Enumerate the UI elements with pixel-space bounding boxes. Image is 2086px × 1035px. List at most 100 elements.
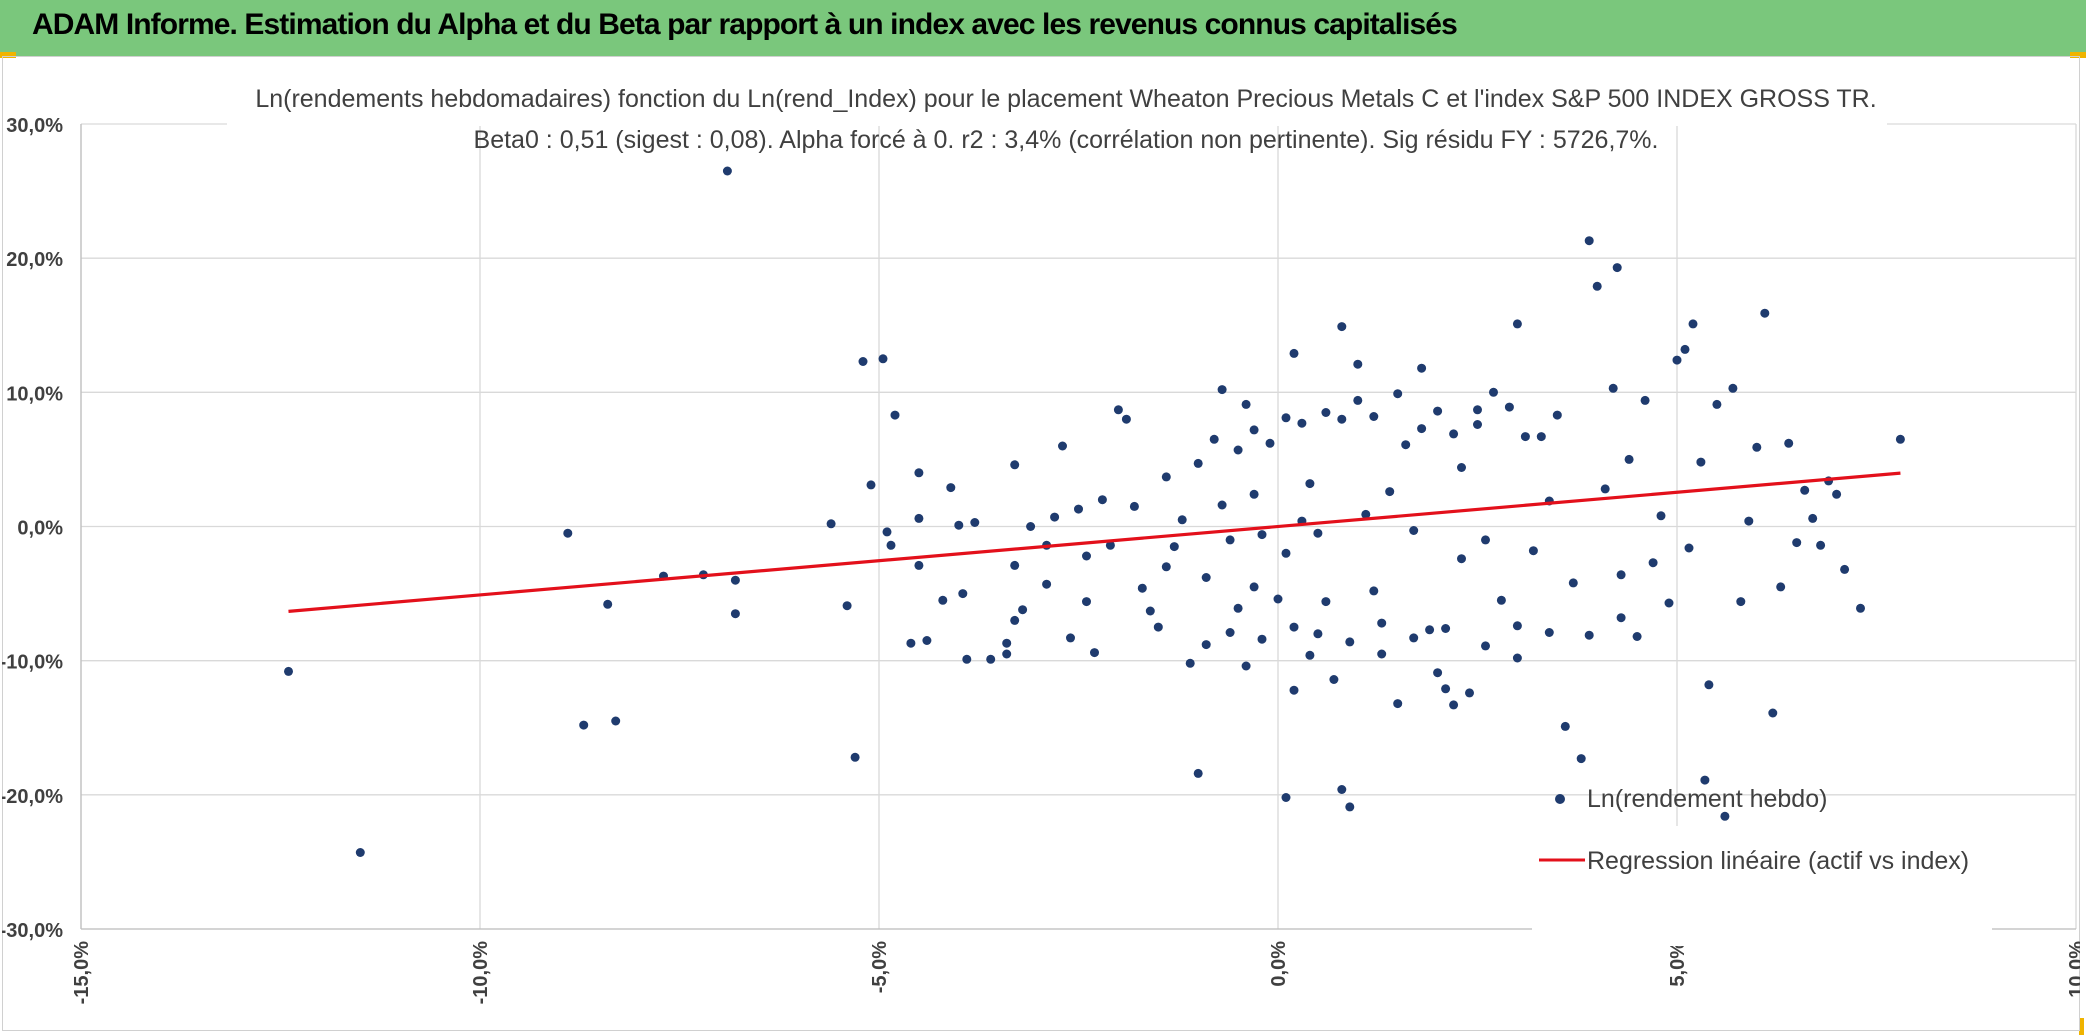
scatter-point	[563, 528, 573, 538]
legend-backdrop	[1532, 826, 1992, 946]
scatter-point	[1832, 489, 1842, 499]
scatter-point	[1289, 685, 1299, 695]
scatter-point	[1441, 624, 1451, 633]
scatter-point	[1768, 708, 1778, 718]
scatter-point	[1616, 613, 1626, 623]
scatter-point	[1409, 526, 1419, 535]
scatter-point	[1744, 516, 1754, 526]
scatter-point	[1369, 586, 1379, 596]
y-tick-label: -10,0%	[2, 652, 63, 674]
x-tick-label: -15,0%	[71, 941, 93, 1005]
scatter-point	[1361, 509, 1371, 519]
scatter-point	[1856, 603, 1865, 613]
scatter-point	[1305, 650, 1315, 660]
scatter-point	[355, 848, 365, 857]
y-tick-label: 30,0%	[6, 115, 63, 137]
corner-mark-top-left	[0, 52, 16, 58]
scatter-point	[1113, 405, 1123, 415]
legend-label-points: Ln(rendement hebdo)	[1587, 785, 1827, 813]
scatter-point	[1576, 754, 1586, 764]
chart-title-backdrop	[227, 76, 1887, 126]
scatter-point	[1209, 434, 1219, 444]
scatter-point	[1536, 432, 1546, 442]
scatter-point	[1010, 460, 1020, 470]
scatter-point	[1217, 500, 1227, 510]
scatter-point	[611, 716, 621, 726]
scatter-point	[1090, 648, 1099, 658]
scatter-point	[1800, 485, 1810, 495]
scatter-point	[1512, 653, 1522, 663]
scatter-point	[1760, 308, 1770, 318]
scatter-point	[1321, 408, 1331, 417]
scatter-point	[1481, 641, 1490, 651]
scatter-point	[914, 513, 924, 523]
scatter-point	[1784, 438, 1794, 448]
scatter-point	[1050, 512, 1060, 522]
scatter-point	[866, 480, 876, 490]
scatter-point	[1696, 457, 1706, 467]
scatter-point	[1289, 348, 1299, 358]
scatter-point	[906, 638, 916, 648]
scatter-point	[1105, 540, 1115, 550]
scatter-point	[1417, 363, 1427, 373]
corner-mark-top-right	[2070, 52, 2086, 58]
scatter-point	[1752, 442, 1762, 452]
scatter-point	[1137, 583, 1147, 593]
scatter-point	[1840, 564, 1850, 574]
scatter-point	[946, 483, 956, 493]
scatter-point	[1393, 389, 1403, 399]
scatter-point	[1425, 625, 1435, 635]
scatter-point	[1465, 688, 1474, 698]
scatter-point	[1353, 359, 1363, 369]
legend: Ln(rendement hebdo) Regression linéaire …	[1532, 785, 1992, 946]
scatter-point	[1010, 560, 1020, 570]
scatter-point	[1808, 513, 1818, 523]
scatter-point	[1201, 573, 1211, 582]
scatter-point	[1058, 441, 1067, 451]
scatter-point	[1313, 629, 1323, 639]
scatter-point	[1612, 263, 1622, 273]
y-tick-label: 20,0%	[6, 249, 63, 271]
scatter-point	[1736, 597, 1746, 607]
scatter-point	[1712, 399, 1722, 409]
scatter-point	[1193, 768, 1203, 778]
scatter-point	[1241, 399, 1251, 409]
scatter-point	[1249, 425, 1259, 435]
scatter-point	[1193, 458, 1203, 468]
scatter-point	[1026, 522, 1036, 531]
scatter-point	[1584, 236, 1594, 246]
report-banner: ADAM Informe. Estimation du Alpha et du …	[0, 0, 2086, 56]
scatter-point	[1129, 501, 1139, 511]
scatter-point	[954, 520, 964, 530]
scatter-point	[1776, 582, 1786, 592]
scatter-point	[1816, 540, 1826, 550]
scatter-point	[878, 354, 888, 364]
scatter-point	[938, 595, 948, 605]
scatter-point	[1632, 632, 1642, 641]
scatter-point	[962, 654, 972, 664]
scatter-point	[1313, 528, 1323, 538]
scatter-point	[730, 609, 740, 619]
scatter-point	[1720, 811, 1730, 821]
corner-mark-bottom-right	[2079, 1018, 2084, 1035]
scatter-point	[1680, 344, 1690, 354]
scatter-point	[1233, 445, 1243, 455]
scatter-point	[1672, 355, 1682, 365]
scatter-point	[1584, 630, 1594, 640]
scatter-point	[1664, 598, 1674, 608]
scatter-point	[958, 589, 968, 599]
scatter-point	[1648, 558, 1658, 568]
scatter-point	[1305, 479, 1315, 489]
scatter-point	[1353, 395, 1363, 405]
scatter-point	[858, 357, 868, 366]
scatter-point	[986, 654, 996, 664]
scatter-point	[1082, 597, 1091, 607]
scatter-point	[850, 752, 860, 762]
scatter-point	[1257, 530, 1267, 540]
scatter-point	[1066, 633, 1075, 643]
scatter-point	[1002, 638, 1012, 648]
legend-point-marker	[1555, 794, 1565, 804]
scatter-point	[1002, 649, 1012, 659]
scatter-point	[1417, 424, 1427, 434]
